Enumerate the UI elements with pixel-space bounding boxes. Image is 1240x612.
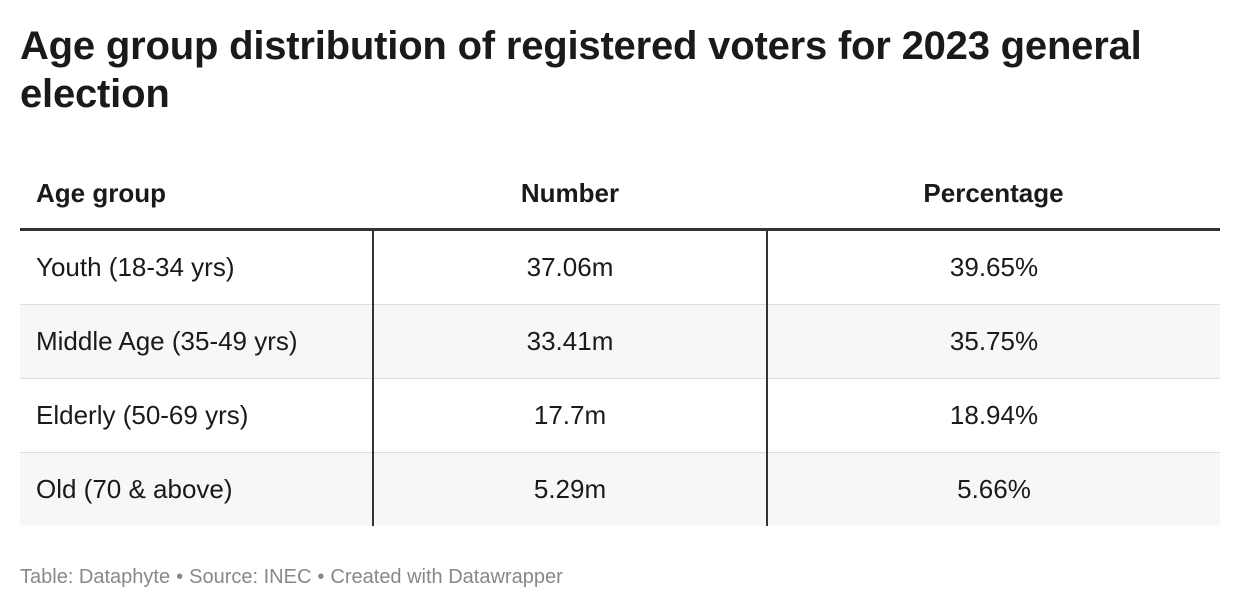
table-row: Old (70 & above) 5.29m 5.66% [20, 452, 1220, 526]
cell-percentage: 18.94% [767, 378, 1220, 453]
cell-age-group: Youth (18-34 yrs) [20, 229, 374, 305]
cell-age-group: Middle Age (35-49 yrs) [20, 304, 374, 379]
cell-number: 17.7m [373, 378, 768, 453]
cell-age-group: Elderly (50-69 yrs) [20, 378, 374, 453]
footer-created-with: Created with Datawrapper [330, 566, 563, 588]
cell-number: 5.29m [373, 452, 768, 526]
footer-source: Source: INEC [189, 566, 312, 588]
header-row: Age group Number Percentage [20, 158, 1220, 231]
footer-separator: • [176, 566, 184, 588]
column-header-age-group[interactable]: Age group [20, 158, 373, 231]
cell-percentage: 35.75% [767, 304, 1220, 379]
table-header: Age group Number Percentage [20, 158, 1220, 231]
column-header-percentage[interactable]: Percentage [767, 158, 1220, 231]
cell-number: 37.06m [373, 229, 768, 305]
table-row: Elderly (50-69 yrs) 17.7m 18.94% [20, 378, 1220, 453]
data-table: Age group Number Percentage Youth (18-34… [20, 158, 1220, 526]
cell-percentage: 39.65% [767, 229, 1220, 305]
table-row: Middle Age (35-49 yrs) 33.41m 35.75% [20, 304, 1220, 379]
column-header-number[interactable]: Number [373, 158, 767, 231]
cell-number: 33.41m [373, 304, 768, 379]
cell-percentage: 5.66% [767, 452, 1220, 526]
footer-credits: Table: Dataphyte • Source: INEC • Created wi… [20, 566, 563, 589]
data-table-container: Age group Number Percentage Youth (18-34… [20, 158, 1220, 526]
chart-title: Age group distribution of registered vot… [20, 24, 1142, 116]
footer-separator: • [317, 566, 325, 588]
table-row: Youth (18-34 yrs) 37.06m 39.65% [20, 229, 1220, 305]
footer-table-by: Table: Dataphyte [20, 566, 171, 588]
cell-age-group: Old (70 & above) [20, 452, 374, 526]
table-body: Youth (18-34 yrs) 37.06m 39.65% Middle Age … [20, 229, 1220, 526]
